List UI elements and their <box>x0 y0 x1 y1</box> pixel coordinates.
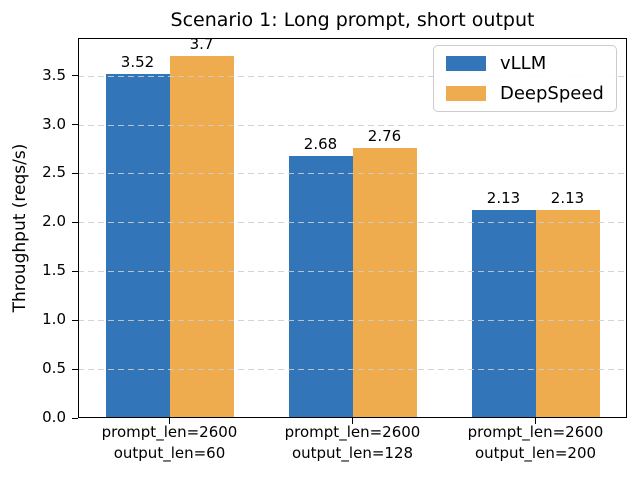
bar-vllm <box>471 209 536 418</box>
x-tick-label-line: prompt_len=2600 <box>101 423 238 441</box>
legend-swatch-icon <box>446 56 486 71</box>
y-tick-mark <box>72 319 78 321</box>
gridline <box>78 271 627 273</box>
x-tick-label: prompt_len=2600 output_len=200 <box>426 422 640 464</box>
bar-deepspeed <box>352 148 417 418</box>
y-tick-mark <box>72 75 78 77</box>
bar-deepspeed <box>169 56 234 418</box>
y-tick-label: 0.0 <box>42 408 66 426</box>
legend-item-deepspeed: DeepSpeed <box>446 83 604 105</box>
y-tick-label: 1.0 <box>42 310 66 329</box>
bar-vllm <box>288 155 353 418</box>
y-tick-mark <box>72 417 78 419</box>
gridline <box>78 173 627 175</box>
x-tick-label-line: output_len=60 <box>113 444 226 462</box>
legend: vLLM DeepSpeed <box>433 45 617 112</box>
y-tick-label: 0.5 <box>42 359 66 378</box>
y-tick-mark <box>72 172 78 175</box>
legend-label: vLLM <box>500 52 547 74</box>
bar-value-label: 2.76 <box>367 127 402 146</box>
bar-value-label: 3.7 <box>189 35 214 54</box>
bar-value-label: 3.52 <box>120 52 155 71</box>
legend-item-vllm: vLLM <box>446 53 604 75</box>
y-tick-label: 3.0 <box>42 114 66 133</box>
y-tick-label: 2.5 <box>42 163 66 182</box>
y-tick-mark <box>72 368 78 370</box>
x-tick-label: prompt_len=2600 output_len=128 <box>243 422 463 464</box>
y-tick-mark <box>72 270 78 272</box>
chart-title: Scenario 1: Long prompt, short output <box>170 9 535 31</box>
legend-swatch-icon <box>446 86 486 101</box>
y-tick-mark <box>72 124 78 126</box>
x-tick-label-line: output_len=200 <box>474 444 597 462</box>
bar-value-label: 2.13 <box>486 188 521 207</box>
x-tick-mark <box>535 418 537 424</box>
x-tick-label-line: prompt_len=2600 <box>284 423 421 441</box>
x-tick-mark <box>169 418 171 424</box>
bar-deepspeed <box>535 209 600 418</box>
x-tick-label-line: output_len=128 <box>291 444 414 462</box>
y-tick-label: 3.5 <box>42 65 66 84</box>
gridline <box>78 369 627 371</box>
y-tick-label: 2.0 <box>42 212 66 231</box>
bar-vllm <box>105 73 170 418</box>
x-tick-label-line: prompt_len=2600 <box>467 423 604 441</box>
bar-value-label: 2.68 <box>303 134 338 153</box>
gridline <box>78 124 627 126</box>
gridline <box>78 320 627 322</box>
y-tick-label: 1.5 <box>42 261 66 280</box>
gridline <box>78 222 627 224</box>
gridline <box>78 75 627 77</box>
y-tick-mark <box>72 221 78 224</box>
x-tick-mark <box>352 418 354 424</box>
bar-value-label: 2.13 <box>550 188 585 207</box>
legend-label: DeepSpeed <box>500 82 604 104</box>
x-tick-label: prompt_len=2600 output_len=60 <box>60 422 280 464</box>
